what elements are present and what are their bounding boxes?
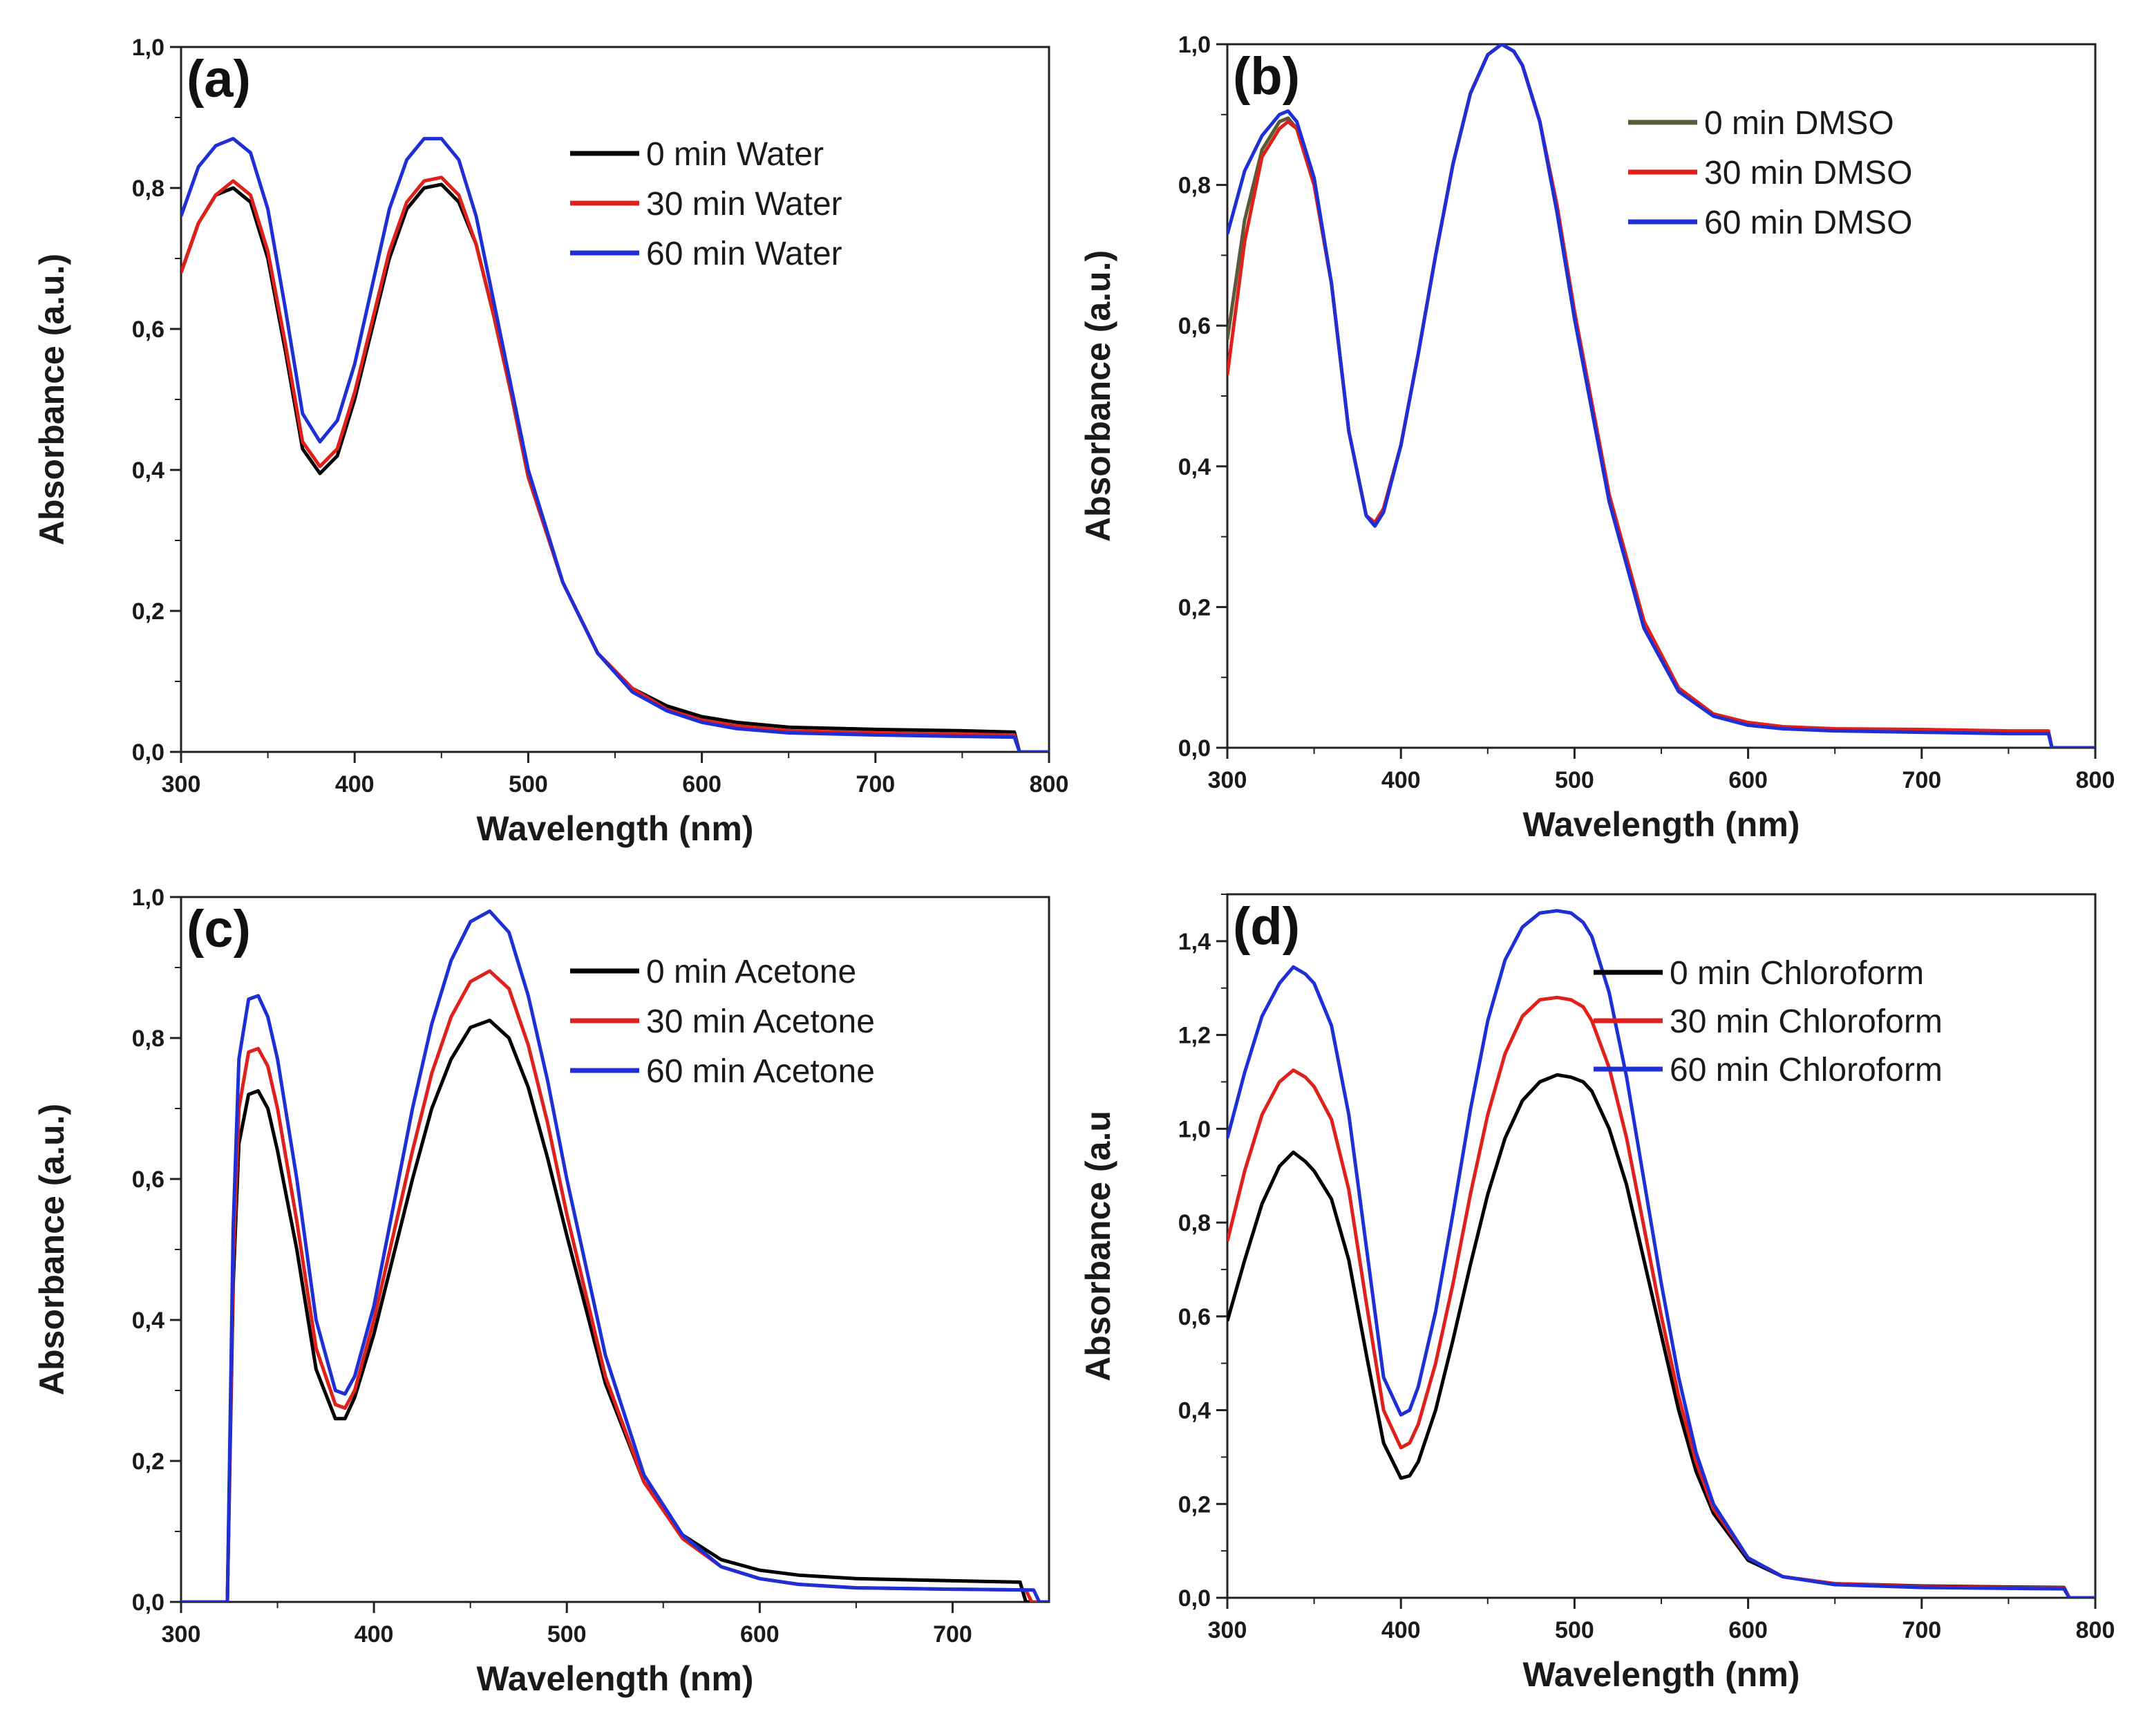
y-tick-label: 0,6 bbox=[1178, 1304, 1211, 1330]
x-tick-label: 600 bbox=[740, 1621, 780, 1648]
y-tick-label: 0,4 bbox=[132, 457, 164, 484]
y-tick-label: 0,2 bbox=[132, 1449, 164, 1475]
legend-entry: 0 min Water bbox=[646, 136, 824, 173]
x-tick-label: 600 bbox=[1728, 767, 1768, 793]
x-tick-label: 800 bbox=[2076, 1617, 2115, 1643]
y-tick-label: 0,6 bbox=[1178, 313, 1211, 339]
x-tick-label: 400 bbox=[355, 1621, 394, 1648]
legend-entry: 30 min DMSO bbox=[1704, 155, 1912, 191]
x-tick-label: 300 bbox=[162, 1621, 201, 1648]
y-tick-label: 0,4 bbox=[1178, 1398, 1211, 1424]
x-axis-label: Wavelength (nm) bbox=[477, 1659, 754, 1698]
x-tick-label: 400 bbox=[335, 771, 375, 798]
y-tick-label: 0,8 bbox=[132, 1026, 164, 1052]
series-line-0 bbox=[181, 1019, 1049, 1602]
panel-label: (d) bbox=[1233, 897, 1300, 956]
y-tick-label: 1,0 bbox=[1178, 1116, 1211, 1142]
plot-frame bbox=[1226, 43, 2097, 749]
panel-b: 300 400 500 600 700 800 0,0 0,2 0,4 0,6 0,8 1,0 Wave… bbox=[1079, 32, 2115, 844]
x-tick-label: 600 bbox=[682, 771, 721, 798]
legend-entry: 0 min Chloroform bbox=[1670, 955, 1924, 992]
x-tick-label: 700 bbox=[1902, 767, 1941, 793]
x-tick-label: 300 bbox=[1208, 1617, 1247, 1643]
y-tick-label: 0,6 bbox=[132, 1167, 164, 1193]
y-tick-label: 0,4 bbox=[132, 1308, 164, 1334]
series-line-2 bbox=[181, 137, 1049, 752]
x-tick-label: 400 bbox=[1381, 767, 1421, 793]
x-axis-label: Wavelength (nm) bbox=[477, 809, 754, 848]
x-tick-label: 600 bbox=[1728, 1617, 1768, 1643]
legend-entry: 30 min Chloroform bbox=[1670, 1003, 1943, 1040]
panel-label: (c) bbox=[187, 900, 251, 959]
x-tick-label: 500 bbox=[1555, 1617, 1594, 1643]
series-line-1 bbox=[1227, 44, 2095, 748]
x-tick-label: 700 bbox=[856, 771, 895, 798]
legend-entry: 60 min Acetone bbox=[646, 1053, 875, 1090]
y-tick-label: 0,2 bbox=[1178, 594, 1211, 621]
y-tick-label: 1,2 bbox=[1178, 1023, 1211, 1049]
legend-entry: 60 min DMSO bbox=[1704, 205, 1912, 241]
x-tick-label: 300 bbox=[162, 771, 201, 798]
legend-entry: 60 min Chloroform bbox=[1670, 1052, 1943, 1088]
y-axis-label: Absorbance (a.u.) bbox=[1079, 250, 1117, 542]
legend-entry: 0 min DMSO bbox=[1704, 105, 1894, 142]
y-tick-label: 0,4 bbox=[1178, 454, 1211, 480]
x-tick-label: 400 bbox=[1381, 1617, 1421, 1643]
x-tick-label: 700 bbox=[933, 1621, 972, 1648]
panel-a: 300 400 500 600 700 800 0,0 0,2 0,4 0,6 0,8 1,0 Wave… bbox=[32, 35, 1068, 848]
series-line-0 bbox=[1227, 44, 2095, 748]
legend-entry: 30 min Acetone bbox=[646, 1003, 875, 1040]
series-line-2 bbox=[181, 909, 1049, 1602]
x-tick-label: 300 bbox=[1208, 767, 1247, 793]
series-line-0 bbox=[1227, 1073, 2095, 1598]
series-line-2 bbox=[1227, 44, 2095, 748]
plot-frame bbox=[180, 896, 1050, 1603]
y-axis-label: Absorbance (a.u.) bbox=[32, 254, 71, 545]
x-tick-label: 500 bbox=[509, 771, 548, 798]
y-tick-label: 0,0 bbox=[1178, 735, 1211, 762]
y-tick-label: 0,8 bbox=[1178, 173, 1211, 199]
y-tick-label: 0,0 bbox=[132, 739, 164, 766]
series-line-1 bbox=[181, 176, 1049, 752]
x-axis-label: Wavelength (nm) bbox=[1523, 1655, 1800, 1694]
x-tick-label: 800 bbox=[2076, 767, 2115, 793]
legend-entry: 30 min Water bbox=[646, 186, 842, 223]
x-tick-label: 700 bbox=[1902, 1617, 1941, 1643]
panel-d: 300 400 500 600 700 800 0,0 0,2 0,4 0,6 0,8 1,0 1,2 1… bbox=[1079, 893, 2115, 1694]
y-tick-label: 1,4 bbox=[1178, 929, 1211, 955]
x-axis-label: Wavelength (nm) bbox=[1523, 805, 1800, 844]
panel-label: (b) bbox=[1233, 47, 1300, 106]
y-tick-label: 0,0 bbox=[132, 1589, 164, 1616]
x-tick-label: 800 bbox=[1030, 771, 1069, 798]
y-tick-label: 1,0 bbox=[1178, 32, 1211, 58]
series-line-0 bbox=[181, 182, 1049, 752]
y-tick-label: 0,2 bbox=[132, 598, 164, 625]
y-tick-label: 0,8 bbox=[132, 176, 164, 202]
x-tick-label: 500 bbox=[1555, 767, 1594, 793]
y-tick-label: 0,6 bbox=[132, 317, 164, 343]
legend-entry: 60 min Water bbox=[646, 236, 842, 272]
y-tick-label: 0,8 bbox=[1178, 1210, 1211, 1236]
y-tick-label: 0,2 bbox=[1178, 1491, 1211, 1518]
y-tick-label: 1,0 bbox=[132, 35, 164, 61]
y-axis-label: Absorbance (a.u.) bbox=[32, 1104, 71, 1395]
legend-entry: 0 min Acetone bbox=[646, 954, 856, 990]
x-tick-label: 500 bbox=[547, 1621, 587, 1648]
series-line-2 bbox=[1227, 909, 2095, 1598]
y-axis-label: Absorbance (a.u bbox=[1079, 1111, 1117, 1381]
panel-c: 300 400 500 600 700 0,0 0,2 0,4 0,6 0,8 1,0 Wavelen… bbox=[32, 885, 1050, 1698]
panel-label: (a) bbox=[187, 50, 251, 108]
y-tick-label: 1,0 bbox=[132, 885, 164, 911]
y-tick-label: 0,0 bbox=[1178, 1585, 1211, 1612]
